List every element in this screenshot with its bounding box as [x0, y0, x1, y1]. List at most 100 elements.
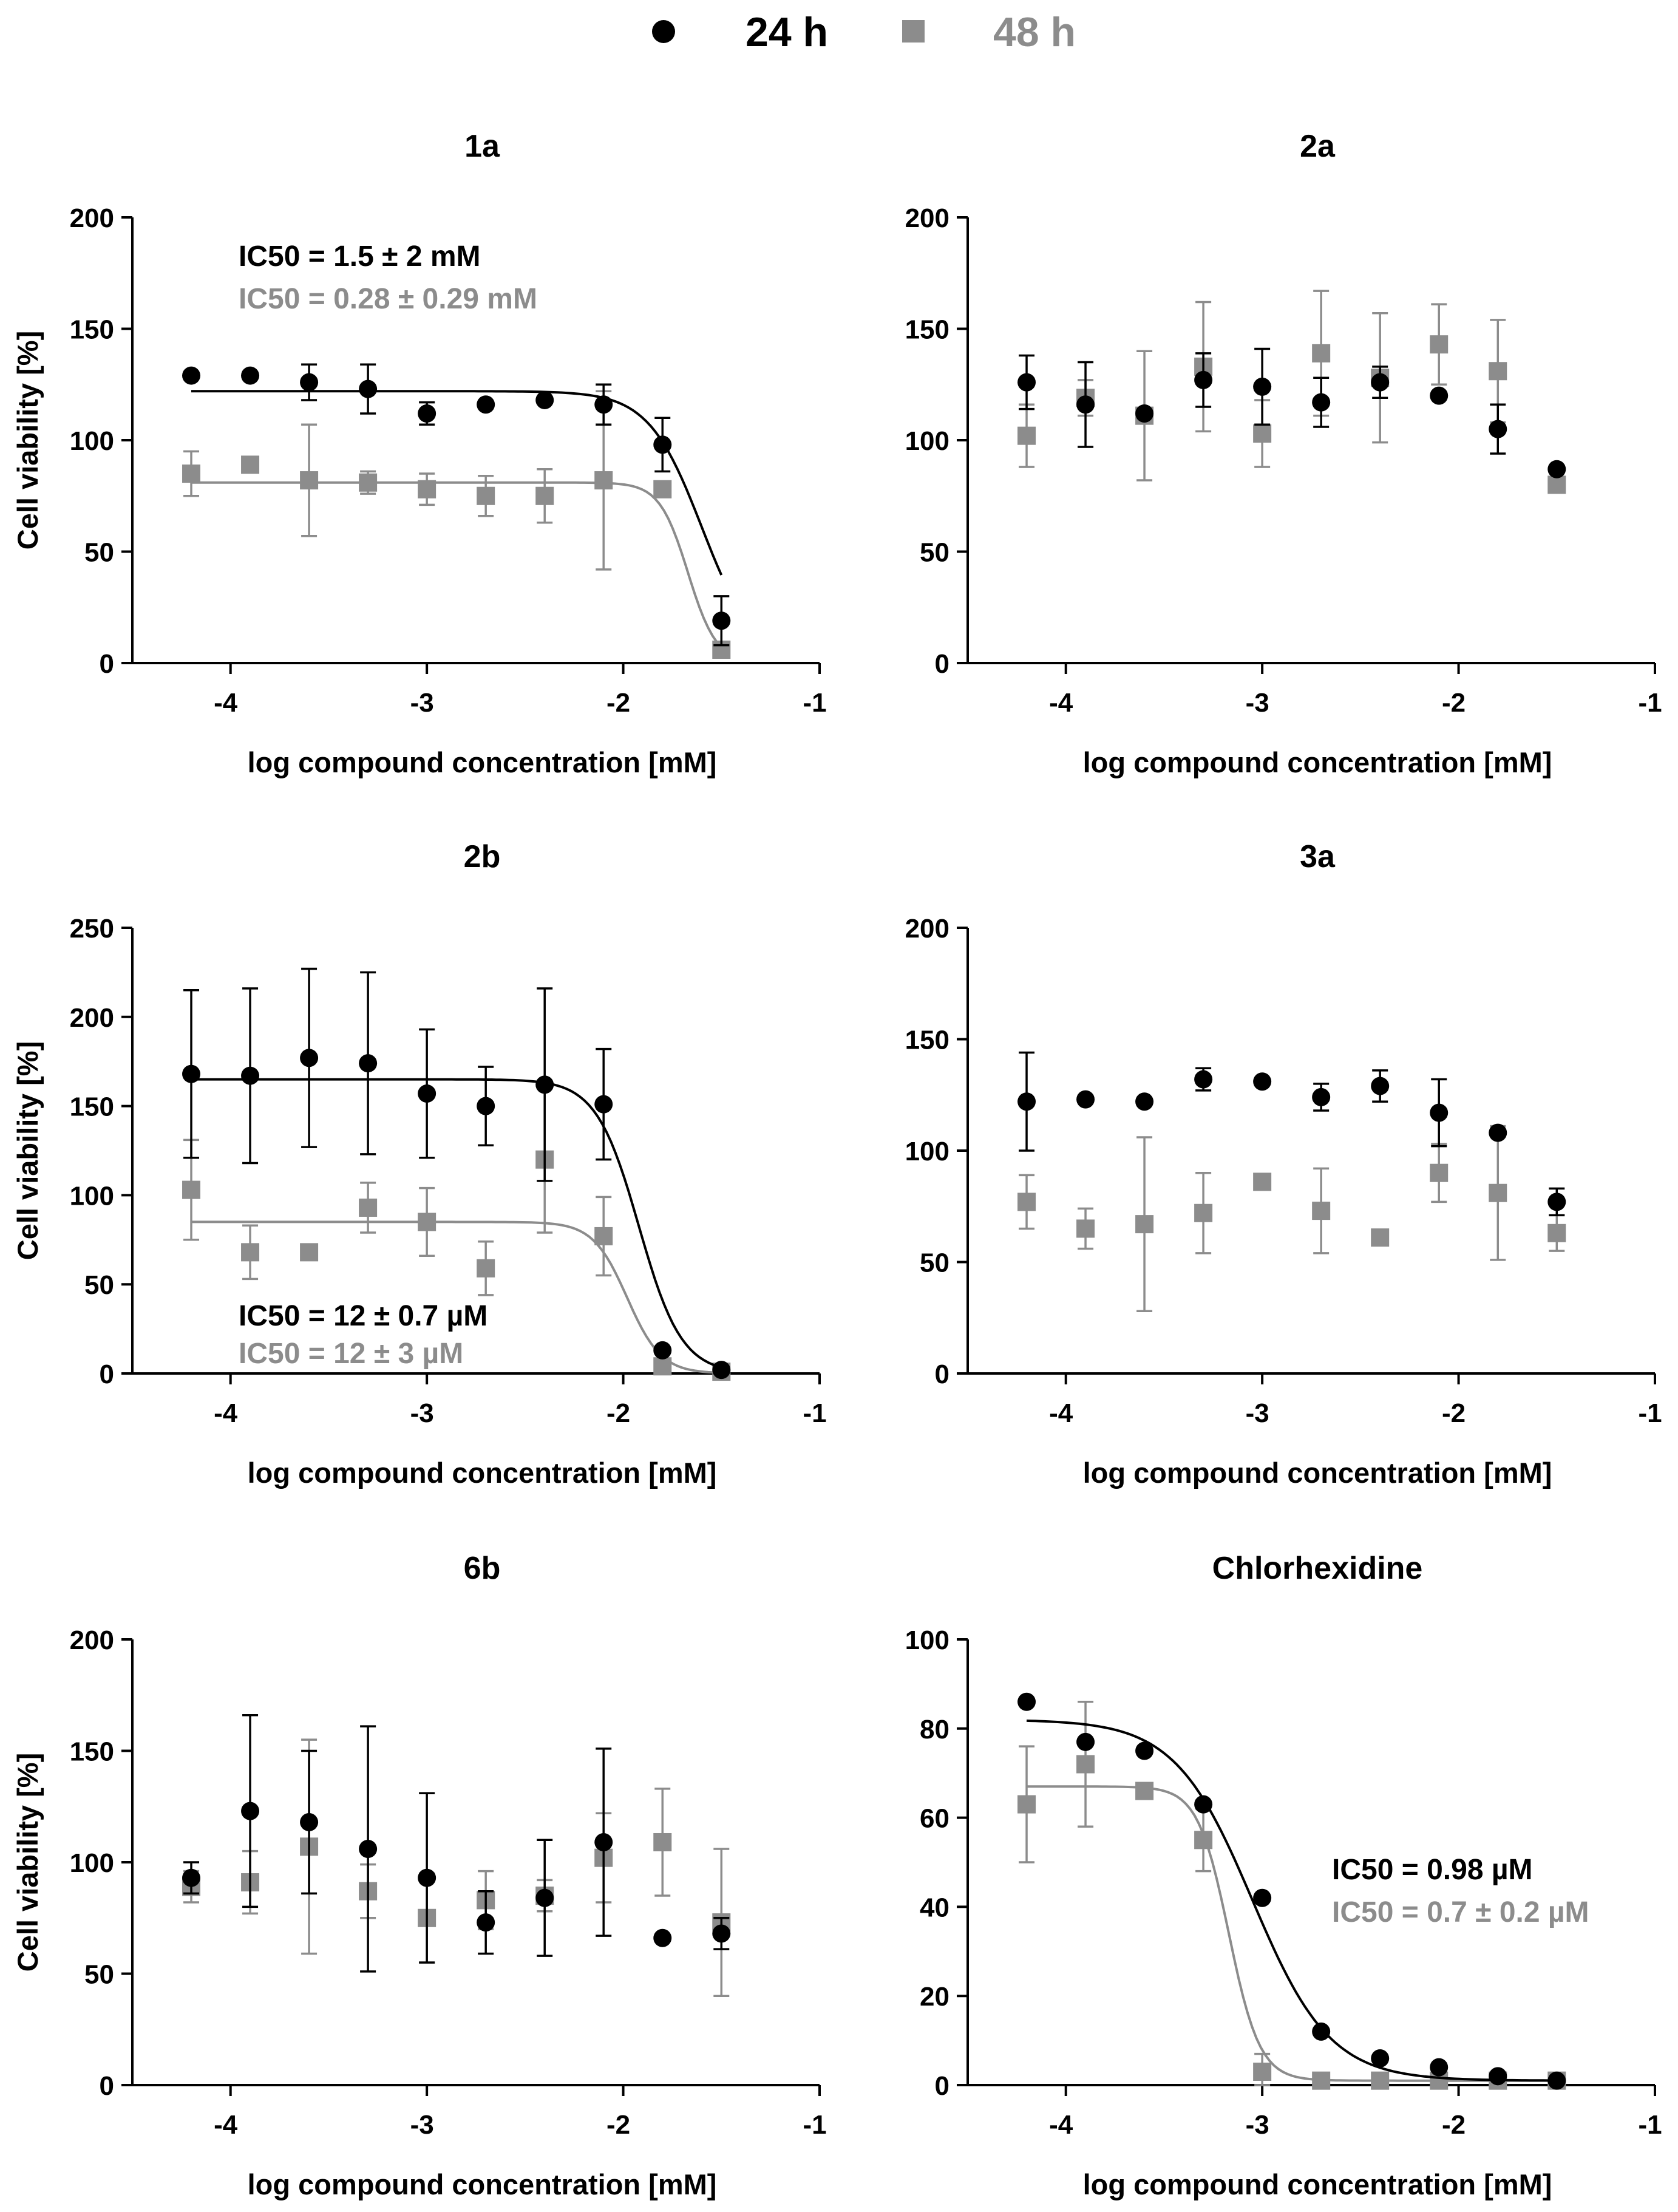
data-point-24h	[182, 1064, 201, 1083]
series-48h	[1017, 1125, 1566, 1312]
x-tick-label: -4	[214, 688, 238, 718]
data-point-24h	[477, 395, 495, 414]
data-point-48h	[535, 486, 554, 505]
x-tick-label: -2	[606, 1398, 630, 1428]
x-tick-label: -1	[1638, 2110, 1662, 2140]
x-tick-label: -4	[1049, 688, 1073, 718]
data-point-24h	[300, 1049, 319, 1067]
data-point-24h	[653, 435, 672, 454]
data-point-48h	[1430, 1163, 1449, 1182]
y-tick-label: 0	[935, 2071, 949, 2101]
data-point-48h	[1194, 1203, 1213, 1222]
chart-panel-2a: 2a 0 50 100 150 200 -4 -3 -2 -1 log compound conce…	[905, 129, 1662, 778]
chart-title: Chlorhexidine	[1212, 1551, 1423, 1586]
chart-panel-3a: 3a 0 50 100 150 200 -4 -3 -2 -1 log compound conce…	[905, 839, 1662, 1489]
data-point-24h	[477, 1097, 495, 1115]
x-tick-label: -3	[410, 2110, 434, 2140]
fit-curve	[191, 481, 722, 648]
data-point-24h	[1489, 420, 1507, 438]
data-point-48h	[300, 1243, 319, 1262]
data-point-24h	[712, 1924, 731, 1943]
ic50-annotation: IC50 = 12 ± 3 µM	[239, 1338, 463, 1370]
y-axis-label: Cell viability [%]	[12, 1753, 44, 1972]
data-point-24h	[1253, 1888, 1272, 1907]
y-axis-label: Cell viability [%]	[12, 331, 44, 550]
data-point-24h	[1547, 1193, 1566, 1211]
x-tick-label: -1	[803, 688, 826, 718]
data-point-48h	[1017, 426, 1036, 445]
data-point-24h	[241, 366, 260, 385]
data-point-24h	[182, 1868, 201, 1887]
y-tick-label: 200	[905, 203, 949, 233]
ic50-annotation: IC50 = 12 ± 0.7 µM	[239, 1300, 487, 1332]
y-tick-label: 20	[920, 1982, 949, 2012]
fit-curve	[1026, 1719, 1557, 2082]
data-point-48h	[418, 1213, 436, 1231]
data-point-24h	[182, 366, 201, 385]
y-tick-label: 100	[905, 1137, 949, 1166]
data-point-24h	[1076, 395, 1095, 414]
data-point-48h	[477, 486, 495, 505]
y-tick-label: 150	[905, 315, 949, 345]
data-point-24h	[477, 1913, 495, 1932]
data-point-24h	[1194, 1795, 1213, 1814]
y-tick-label: 50	[920, 1248, 949, 1278]
data-point-24h	[1430, 2058, 1449, 2077]
chart-title: 1a	[464, 129, 500, 164]
series-48h	[182, 390, 731, 659]
x-axis-label: log compound concentration [mM]	[248, 1457, 717, 1489]
x-tick-label: -3	[410, 688, 434, 718]
data-point-24h	[359, 1054, 378, 1073]
series-24h	[1017, 347, 1566, 478]
data-point-48h	[1076, 1219, 1095, 1238]
y-tick-label: 60	[920, 1804, 949, 1834]
chart-title: 2a	[1300, 129, 1336, 164]
y-tick-label: 150	[70, 315, 114, 345]
data-point-24h	[712, 1361, 731, 1380]
y-tick-label: 200	[905, 914, 949, 944]
x-tick-label: -2	[1442, 688, 1466, 718]
data-point-24h	[712, 611, 731, 630]
data-point-24h	[653, 1928, 672, 1947]
data-point-48h	[1547, 1223, 1566, 1242]
data-point-24h	[1312, 1087, 1331, 1106]
data-point-48h	[182, 1180, 201, 1199]
y-tick-label: 50	[84, 1960, 114, 1990]
ic50-annotation: IC50 = 0.28 ± 0.29 mM	[239, 283, 537, 315]
data-point-24h	[535, 390, 554, 409]
x-tick-label: -1	[803, 2110, 826, 2140]
y-tick-label: 250	[70, 914, 114, 944]
x-tick-label: -1	[803, 1398, 826, 1428]
fit-curve	[191, 1078, 722, 1369]
data-point-24h	[1135, 1092, 1154, 1111]
data-point-48h	[1312, 344, 1331, 362]
data-point-24h	[300, 1812, 319, 1831]
series-48h	[1017, 290, 1566, 494]
data-point-24h	[418, 1084, 436, 1103]
x-tick-label: -2	[1442, 1398, 1466, 1428]
data-point-24h	[1371, 2049, 1390, 2067]
legend: 24 h 48 h	[652, 9, 1076, 55]
data-point-24h	[418, 404, 436, 423]
data-point-48h	[653, 1833, 672, 1851]
data-point-48h	[1135, 1782, 1154, 1800]
data-point-48h	[1371, 1228, 1390, 1247]
data-point-48h	[1489, 1183, 1507, 1202]
data-point-48h	[359, 473, 378, 492]
x-tick-label: -3	[1246, 1398, 1269, 1428]
data-point-24h	[1135, 1741, 1154, 1760]
series-24h	[182, 1714, 731, 1973]
x-tick-label: -2	[606, 2110, 630, 2140]
data-point-24h	[1017, 373, 1036, 392]
data-point-48h	[1076, 1755, 1095, 1774]
y-tick-label: 100	[70, 426, 114, 456]
data-point-48h	[1489, 362, 1507, 381]
x-axis-label: log compound concentration [mM]	[1083, 1457, 1552, 1489]
series-48h	[182, 1085, 731, 1381]
y-tick-label: 40	[920, 1893, 949, 1922]
legend-marker-48h	[902, 20, 925, 43]
data-point-48h	[1135, 1215, 1154, 1234]
data-point-48h	[653, 480, 672, 499]
data-point-48h	[653, 1357, 672, 1376]
